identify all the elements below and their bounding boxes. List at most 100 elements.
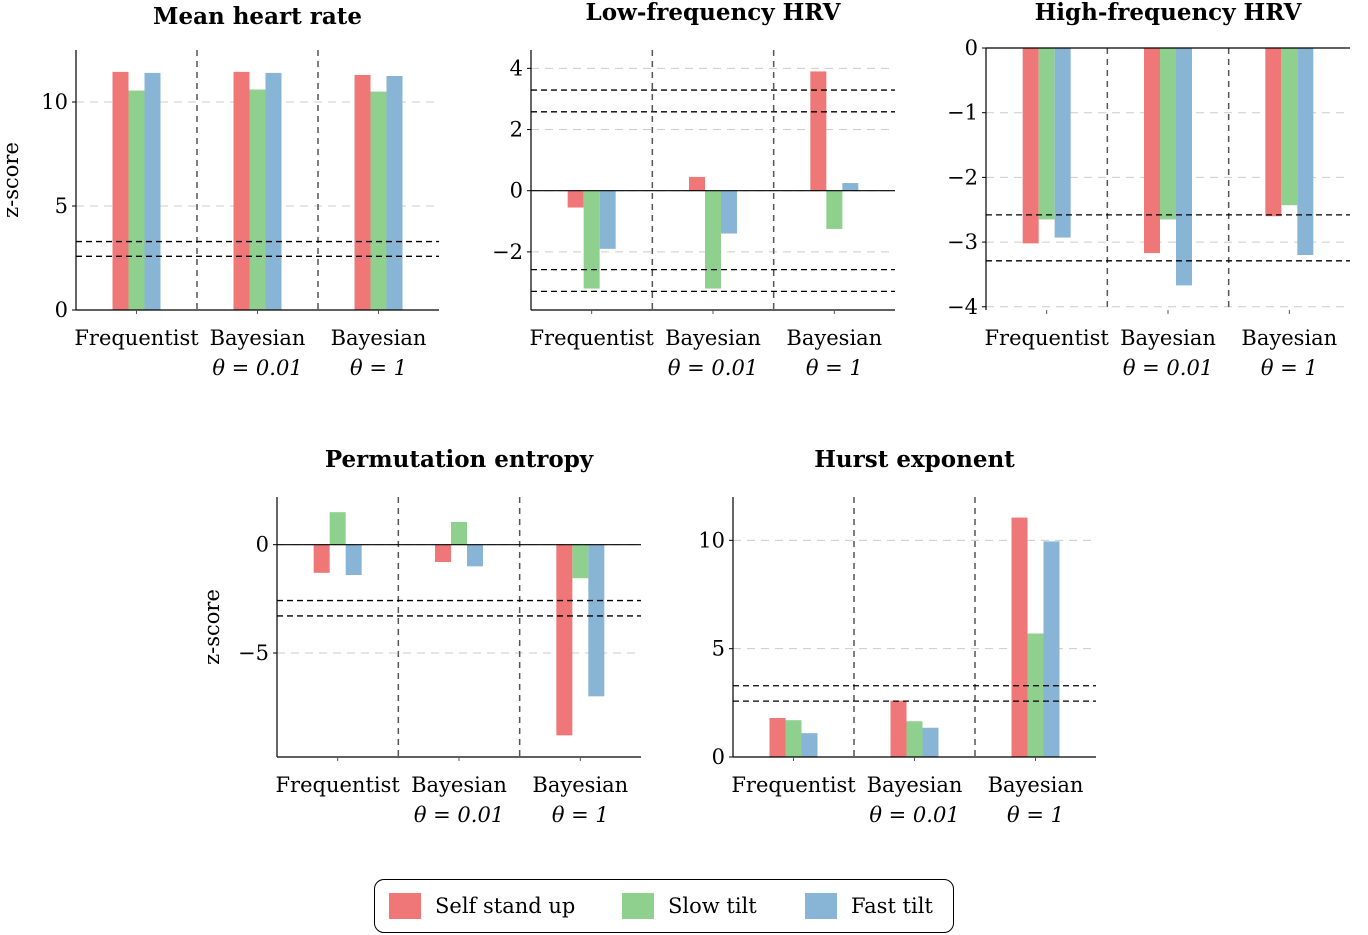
legend-label-self-stand-up: Self stand up (435, 894, 576, 918)
bar-self-stand-up (313, 544, 330, 573)
bar-fast-tilt (386, 76, 403, 310)
legend: Self stand up Slow tilt Fast tilt (374, 879, 954, 933)
bar-self-stand-up (769, 718, 786, 757)
bar-fast-tilt (922, 727, 939, 757)
y-tick-label: −3 (947, 230, 978, 254)
legend-item-slow-tilt: Slow tilt (622, 893, 757, 919)
bar-fast-tilt (801, 733, 818, 757)
bar-slow-tilt (329, 512, 346, 545)
bar-fast-tilt (144, 72, 161, 310)
bar-self-stand-up (354, 74, 371, 311)
bar-self-stand-up (810, 71, 827, 191)
x-tick-label: Bayesian (786, 326, 882, 350)
chart-mean-heart-rate: 0 5 10 Frequentist Bayesian θ = 0.01 Bayesian θ… (0, 3, 439, 380)
bar-slow-tilt (1281, 48, 1298, 206)
chart-hurst-exponent: 0 5 10 Frequentist Bayesian θ = 0.01 Bayesian θ… (698, 446, 1096, 827)
bar-fast-tilt (345, 544, 362, 575)
y-tick-label: 0 (55, 298, 68, 322)
x-tick-label: Bayesian (1241, 326, 1337, 350)
x-tick-label: θ = 0.01 (668, 356, 758, 380)
y-tick-label: 10 (41, 90, 68, 114)
x-tick-label: θ = 0.01 (1123, 356, 1213, 380)
y-tick-label: −2 (947, 165, 978, 189)
chart-title: Low-frequency HRV (586, 0, 842, 26)
bar-slow-tilt (785, 720, 802, 757)
bar-self-stand-up (112, 71, 129, 310)
bar-fast-tilt (265, 72, 282, 310)
bar-fast-tilt (1043, 541, 1060, 757)
bar-slow-tilt (826, 190, 843, 229)
bar-self-stand-up (689, 176, 705, 191)
y-tick-label: 0 (965, 36, 978, 60)
x-tick-label: Bayesian (665, 326, 761, 350)
bar-fast-tilt (842, 183, 859, 191)
bar-slow-tilt (451, 521, 467, 545)
bar-self-stand-up (1022, 48, 1039, 244)
x-tick-label: Frequentist (731, 773, 856, 797)
bar-self-stand-up (1011, 517, 1028, 757)
x-tick-label: Bayesian (532, 773, 628, 797)
x-tick-label: θ = 1 (1007, 803, 1064, 827)
x-tick-label: θ = 1 (350, 356, 407, 380)
x-tick-label: Bayesian (210, 326, 306, 350)
bar-fast-tilt (467, 544, 483, 567)
legend-item-self-stand-up: Self stand up (389, 893, 575, 919)
y-tick-label: 4 (510, 56, 523, 80)
y-tick-label: −1 (947, 101, 978, 125)
bar-fast-tilt (1297, 48, 1314, 256)
x-tick-label: θ = 0.01 (212, 356, 302, 380)
y-tick-label: 0 (510, 179, 523, 203)
bar-fast-tilt (1176, 48, 1192, 286)
bar-slow-tilt (906, 721, 923, 757)
bar-slow-tilt (572, 544, 589, 579)
bar-fast-tilt (599, 190, 616, 249)
bar-fast-tilt (721, 190, 737, 234)
bar-slow-tilt (128, 90, 145, 310)
y-axis-label: z-score (200, 589, 224, 665)
y-tick-label: 0 (256, 533, 269, 557)
legend-label-slow-tilt: Slow tilt (668, 894, 757, 918)
bar-slow-tilt (1038, 48, 1055, 220)
x-tick-label: Bayesian (1120, 326, 1216, 350)
y-tick-label: 10 (698, 528, 725, 552)
chart-high-frequency-hrv: −4 −3 −2 −1 0 Frequentist Bayesian θ = 0.01 Baye… (947, 0, 1350, 380)
chart-title: Hurst exponent (814, 446, 1015, 473)
bar-self-stand-up (1144, 48, 1160, 254)
chart-low-frequency-hrv: −2 0 2 4 Frequentist Bayesian θ = 0.01 Bayesian… (492, 0, 895, 380)
x-tick-label: θ = 0.01 (414, 803, 504, 827)
bar-slow-tilt (249, 89, 266, 311)
chart-permutation-entropy: −5 0 Frequentist Bayesian θ = 0.01 Bayesian θ … (200, 446, 641, 827)
x-tick-label: θ = 1 (1261, 356, 1318, 380)
bar-slow-tilt (370, 91, 387, 310)
legend-item-fast-tilt: Fast tilt (805, 893, 933, 919)
y-axis-label: z-score (0, 142, 23, 218)
bar-fast-tilt (588, 544, 605, 697)
y-tick-label: −2 (492, 240, 523, 264)
bar-self-stand-up (1265, 48, 1282, 217)
x-tick-label: Bayesian (331, 326, 427, 350)
bar-self-stand-up (567, 190, 584, 208)
y-tick-label: −5 (238, 641, 269, 665)
legend-swatch-fast-tilt (805, 893, 837, 919)
bar-self-stand-up (890, 700, 907, 757)
y-tick-label: 5 (712, 637, 725, 661)
bar-self-stand-up (233, 71, 250, 310)
x-tick-label: Frequentist (74, 326, 199, 350)
x-tick-label: Bayesian (411, 773, 507, 797)
x-tick-label: θ = 1 (552, 803, 609, 827)
bar-fast-tilt (1054, 48, 1071, 238)
x-tick-label: Frequentist (275, 773, 400, 797)
legend-swatch-slow-tilt (622, 893, 654, 919)
chart-title: Permutation entropy (325, 446, 594, 473)
y-tick-label: −4 (947, 295, 978, 319)
bar-self-stand-up (435, 544, 451, 562)
chart-title: Mean heart rate (153, 3, 362, 30)
x-tick-label: Bayesian (988, 773, 1084, 797)
chart-title: High-frequency HRV (1035, 0, 1303, 26)
legend-swatch-self-stand-up (389, 893, 421, 919)
y-tick-label: 2 (510, 118, 523, 142)
bar-slow-tilt (1160, 48, 1176, 220)
x-tick-label: Frequentist (529, 326, 654, 350)
legend-label-fast-tilt: Fast tilt (851, 894, 933, 918)
